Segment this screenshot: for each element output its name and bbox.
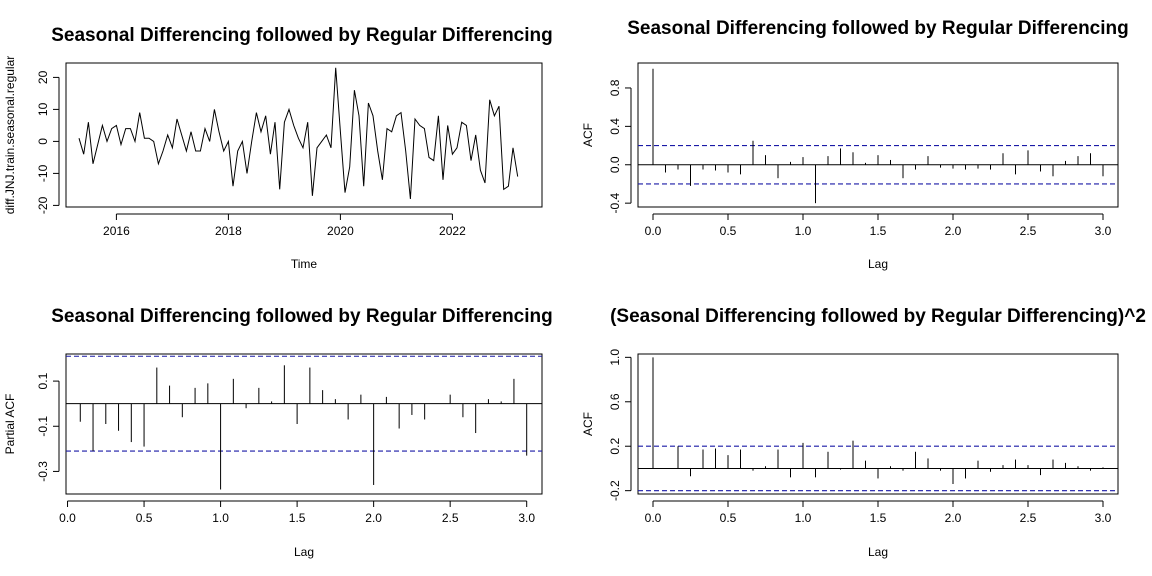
x-tick-label: 1.0 <box>795 511 812 525</box>
x-axis-label: Lag <box>868 545 888 559</box>
x-tick-label: 3.0 <box>518 511 535 525</box>
x-tick-label: 2018 <box>215 224 242 238</box>
plot-frame <box>65 353 543 495</box>
x-tick-label: 2.0 <box>945 224 962 238</box>
plot-frame <box>637 62 1119 208</box>
x-tick-label: 2.5 <box>1020 511 1037 525</box>
x-tick-label: 0.0 <box>645 224 662 238</box>
panel-3: Seasonal Differencing followed by Regula… <box>3 306 553 559</box>
chart-title: Seasonal Differencing followed by Regula… <box>627 18 1128 39</box>
x-tick-label: 0.0 <box>645 511 662 525</box>
y-axis-label: diff.JNJ.train.seasonal.regular <box>3 56 17 215</box>
x-axis-label: Lag <box>294 545 314 559</box>
panel-4: (Seasonal Differencing followed by Regul… <box>581 306 1146 559</box>
x-tick-label: 1.5 <box>870 224 887 238</box>
plot-frame <box>637 353 1119 495</box>
x-tick-label: 1.5 <box>289 511 306 525</box>
x-axis-label: Time <box>291 257 318 271</box>
chart-title: Seasonal Differencing followed by Regula… <box>51 306 552 327</box>
x-tick-label: 3.0 <box>1095 224 1112 238</box>
y-tick-label: -0.4 <box>608 192 622 213</box>
x-tick-label: 2.5 <box>442 511 459 525</box>
x-tick-label: 2.0 <box>945 511 962 525</box>
y-axis-label: Partial ACF <box>3 394 17 455</box>
y-tick-label: 1.0 <box>608 349 622 366</box>
y-tick-label: 0.4 <box>608 118 622 135</box>
x-tick-label: 2.0 <box>365 511 382 525</box>
y-tick-label: 0.6 <box>608 393 622 410</box>
chart-title: Seasonal Differencing followed by Regula… <box>51 25 552 46</box>
x-tick-label: 3.0 <box>1095 511 1112 525</box>
y-tick-label: 0 <box>36 138 50 145</box>
y-tick-label: -10 <box>36 164 50 182</box>
y-tick-label: 0.0 <box>608 156 622 173</box>
x-tick-label: 0.5 <box>720 224 737 238</box>
x-tick-label: 1.5 <box>870 511 887 525</box>
y-tick-label: 0.2 <box>608 438 622 455</box>
y-tick-label: -20 <box>36 196 50 214</box>
panel-1: Seasonal Differencing followed by Regula… <box>3 25 553 271</box>
x-tick-label: 1.0 <box>212 511 229 525</box>
x-tick-label: 0.5 <box>720 511 737 525</box>
x-axis-label: Lag <box>868 257 888 271</box>
y-axis-label: ACF <box>581 412 595 436</box>
y-tick-label: 10 <box>36 102 50 116</box>
y-tick-label: 0.8 <box>608 79 622 96</box>
y-tick-label: -0.2 <box>608 480 622 501</box>
y-tick-label: -0.1 <box>36 416 50 437</box>
x-tick-label: 0.0 <box>59 511 76 525</box>
panel-2: Seasonal Differencing followed by Regula… <box>581 18 1129 271</box>
x-tick-label: 2020 <box>327 224 354 238</box>
x-tick-label: 0.5 <box>136 511 153 525</box>
x-tick-label: 1.0 <box>795 224 812 238</box>
y-tick-label: 0.1 <box>36 372 50 389</box>
chart-title: (Seasonal Differencing followed by Regul… <box>610 306 1146 327</box>
series-line <box>78 67 519 200</box>
y-axis-label: ACF <box>581 123 595 147</box>
x-tick-label: 2.5 <box>1020 224 1037 238</box>
x-tick-label: 2016 <box>103 224 130 238</box>
y-tick-label: -0.3 <box>36 461 50 482</box>
plot-frame <box>65 62 543 208</box>
y-tick-label: 20 <box>36 70 50 84</box>
x-tick-label: 2022 <box>439 224 466 238</box>
